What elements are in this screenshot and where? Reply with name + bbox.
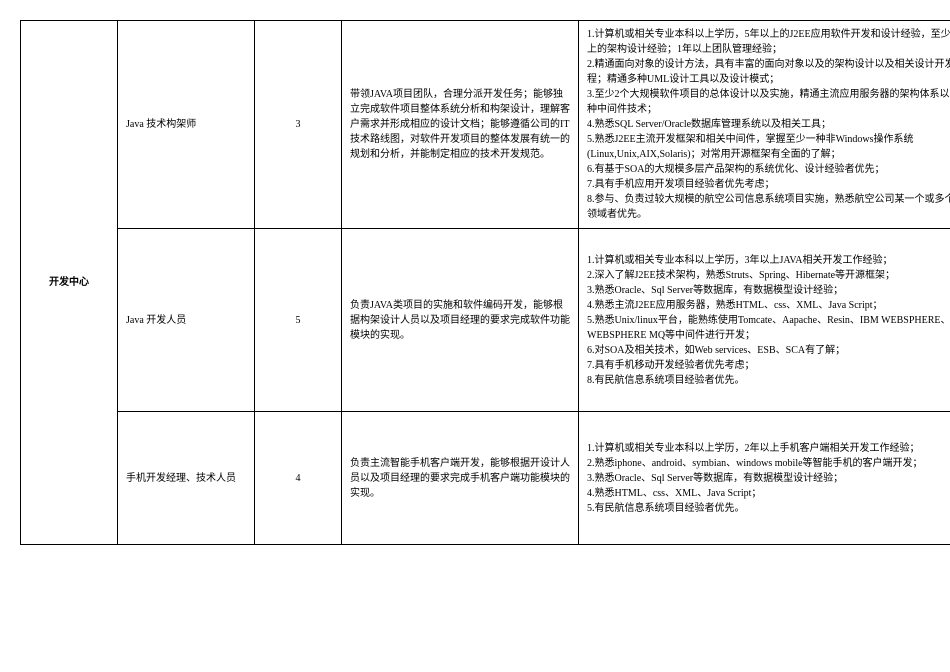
position-cell: Java 技术构架师 [118, 21, 255, 229]
department-cell: 开发中心 [21, 21, 118, 545]
req-cell: 1.计算机或相关专业本科以上学历，2年以上手机客户端相关开发工作经验；2.熟悉i… [579, 412, 950, 545]
count-cell: 3 [255, 21, 342, 229]
duty-cell: 负责JAVA类项目的实施和软件编码开发，能够根据构架设计人员以及项目经理的要求完… [342, 229, 579, 412]
job-table: 开发中心 Java 技术构架师 3 带领JAVA项目团队，合理分派开发任务；能够… [20, 20, 950, 545]
duty-cell: 带领JAVA项目团队，合理分派开发任务；能够独立完成软件项目整体系统分析和构架设… [342, 21, 579, 229]
count-cell: 5 [255, 229, 342, 412]
position-cell: 手机开发经理、技术人员 [118, 412, 255, 545]
count-cell: 4 [255, 412, 342, 545]
req-cell: 1.计算机或相关专业本科以上学历，3年以上JAVA相关开发工作经验；2.深入了解… [579, 229, 950, 412]
duty-cell: 负责主流智能手机客户端开发，能够根据开设计人员以及项目经理的要求完成手机客户端功… [342, 412, 579, 545]
position-cell: Java 开发人员 [118, 229, 255, 412]
req-cell: 1.计算机或相关专业本科以上学历，5年以上的J2EE应用软件开发和设计经验，至少… [579, 21, 950, 229]
